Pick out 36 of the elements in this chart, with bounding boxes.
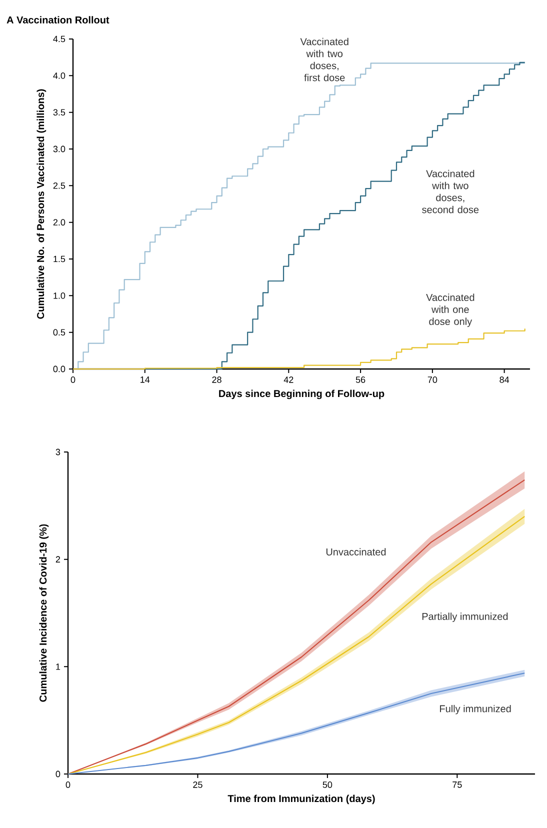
x-tick-label: 0 [66, 782, 70, 788]
y-tick-label: 4.0 [53, 72, 66, 79]
x-tick-label: 14 [140, 376, 150, 383]
y-tick-label: 0.5 [53, 329, 66, 336]
chart-title: A Vaccination Rollout [6, 16, 110, 24]
x-tick-label: 28 [212, 376, 222, 383]
x-tick-label: 42 [284, 376, 294, 383]
x-tick-label: 50 [322, 782, 332, 788]
y-tick-label: 3.5 [53, 109, 66, 116]
x-tick-label: 70 [428, 376, 438, 383]
y-tick-label: 3 [56, 448, 60, 456]
x-tick-label: 56 [356, 376, 366, 383]
series-label: Vaccinated with two doses, first dose [300, 38, 348, 82]
y-tick-label: 2 [56, 556, 60, 562]
y-tick-label: 1.5 [54, 256, 66, 262]
x-tick-label: 84 [500, 376, 510, 383]
y-axis-title: Cumulative No. of Persons Vaccinated (millions) [36, 89, 46, 319]
y-tick-label: 0 [56, 770, 60, 778]
y-axis-title: Cumulative Incidence of Covid-19 (%) [39, 524, 49, 702]
x-axis-title: Time from Immunization (days) [228, 794, 375, 804]
y-tick-label: 1 [56, 664, 60, 670]
series-label: Vaccinated with one dose only [426, 294, 474, 327]
text: Unvaccinated [326, 548, 386, 556]
series-label: Fully immunized [440, 704, 511, 714]
y-tick-label: 4.5 [53, 36, 66, 42]
y-tick-label: 3.0 [53, 146, 66, 152]
series-label: Partially immunized [422, 612, 508, 622]
x-axis-title: Days since Beginning of Follow-up [219, 390, 384, 400]
x-tick-label: 0 [70, 376, 76, 383]
y-tick-label: 2.5 [53, 182, 66, 189]
y-tick-label: 0.0 [53, 366, 66, 372]
y-tick-label: 1.0 [54, 292, 66, 299]
x-tick-label: 25 [193, 782, 202, 788]
series-label: Vaccinated with two doses, second dose [422, 170, 479, 214]
y-tick-label: 2.0 [53, 219, 66, 226]
x-tick-label: 75 [452, 782, 462, 788]
